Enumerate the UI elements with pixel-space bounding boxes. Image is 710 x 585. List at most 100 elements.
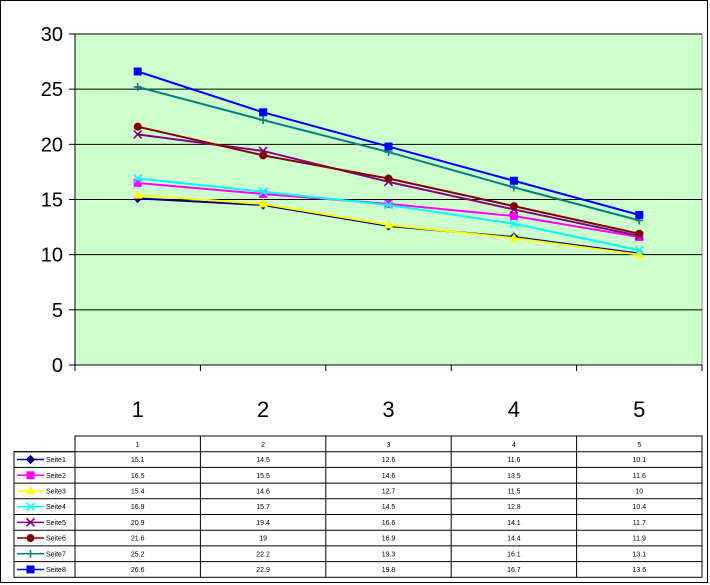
y-tick-label: 20 [41,134,63,156]
legend-series-name: Seite8 [46,567,66,574]
data-table-cell: 14.6 [382,473,396,480]
data-table-cell: 14.6 [256,488,270,495]
data-table-cell: 14.5 [382,504,396,511]
data-point-seite2 [509,212,518,221]
data-point-seite4 [634,245,644,255]
data-table-cell: 19.3 [382,551,396,558]
data-point-seite8 [259,108,268,117]
data-table-cell: 12.8 [507,504,521,511]
data-table-cell: 10.1 [632,457,646,464]
data-table-cell: 16.9 [382,536,396,543]
data-point-seite8 [384,142,393,151]
data-point-seite2 [259,189,268,198]
data-point-seite5 [133,129,143,139]
data-table-cell: 10.4 [632,504,646,511]
data-point-seite8 [635,210,644,219]
data-table-cell: 16.1 [507,551,521,558]
data-table-header: 3 [387,442,391,449]
x-tick-label: 5 [633,397,645,422]
data-point-seite3 [132,190,143,199]
x-tick-label: 4 [508,397,520,422]
legend-key-marker [26,534,35,543]
data-point-seite3 [509,233,519,242]
data-point-seite6 [133,122,142,131]
data-point-seite4 [133,173,143,184]
data-point-seite4 [258,187,268,197]
legend-series-name: Seite6 [46,536,66,543]
data-point-seite7 [133,82,142,91]
data-table-cell: 16.9 [131,504,145,511]
data-table-cell: 22.9 [256,567,270,574]
data-point-seite3 [634,249,645,259]
data-point-seite6 [635,229,644,238]
legend-series-name: Seite7 [46,551,66,558]
x-tick-label: 2 [257,397,269,422]
legend-key-marker [26,565,35,574]
data-point-seite7 [259,116,268,125]
legend-series-name: Seite5 [46,520,66,527]
data-table-cell: 21.6 [131,536,145,543]
data-table-cell: 11.7 [633,520,646,527]
legend-series-name: Seite1 [46,457,66,464]
data-table-cell: 14.5 [256,457,270,464]
data-point-seite8 [509,176,518,185]
y-tick-label: 5 [52,300,63,322]
data-point-seite6 [509,202,518,211]
data-table-cell: 11.6 [633,473,646,480]
data-table-cell: 19.4 [256,520,270,527]
data-table-header: 2 [261,442,265,449]
legend-key-marker [26,471,35,480]
data-table-cell: 12.6 [382,457,396,464]
y-tick-label: 10 [41,245,63,267]
data-table-cell: 10 [635,488,643,495]
data-point-seite3 [383,219,394,229]
y-tick-label: 25 [41,79,63,101]
data-point-seite4 [509,219,519,229]
data-point-seite3 [258,198,268,208]
data-table-cell: 12.7 [382,488,396,495]
legend-key-marker [26,549,35,558]
data-table-cell: 13.6 [632,567,646,574]
data-table-cell: 22.2 [256,551,270,558]
legend-key-marker [25,517,36,527]
data-table-cell: 11.6 [507,457,520,464]
data-table-cell: 16.5 [131,473,145,480]
data-table-cell: 11.5 [507,488,520,495]
legend-key-marker [25,502,36,512]
y-tick-label: 15 [41,190,63,212]
data-table-cell: 20.9 [131,520,145,527]
data-table-cell: 14.4 [507,536,521,543]
data-table-cell: 25.2 [131,551,145,558]
legend-series-name: Seite2 [46,473,66,480]
data-table-header: 1 [136,442,140,449]
data-table-cell: 15.7 [256,504,270,511]
data-table-frame [74,435,703,578]
y-tick-label: 30 [41,24,63,46]
data-table-header: 4 [512,442,516,449]
data-table-cell: 19 [259,536,267,543]
data-table-cell: 15.1 [131,457,145,464]
data-table-header: 5 [637,442,641,449]
legend-key-marker [25,454,36,465]
data-point-seite4 [383,200,394,210]
data-table-cell: 15.5 [256,473,270,480]
legend-series-name: Seite4 [46,504,66,511]
legend-key-marker [25,485,36,495]
x-tick-label: 1 [132,397,144,422]
data-table-cell: 16.6 [382,520,396,527]
data-table-cell: 19.8 [382,567,396,574]
data-table-cell: 13.1 [632,551,646,558]
data-point-seite8 [133,67,142,76]
data-table-cell: 13.5 [507,473,521,480]
y-tick-label: 0 [52,355,63,377]
data-table-cell: 15.4 [131,488,145,495]
data-point-seite6 [384,174,393,183]
x-tick-label: 3 [382,397,394,422]
data-table-cell: 26.6 [131,567,145,574]
data-table-cell: 11.9 [633,536,646,543]
data-table-cell: 14.1 [507,520,521,527]
legend-series-name: Seite3 [46,488,66,495]
data-point-seite6 [259,151,268,160]
